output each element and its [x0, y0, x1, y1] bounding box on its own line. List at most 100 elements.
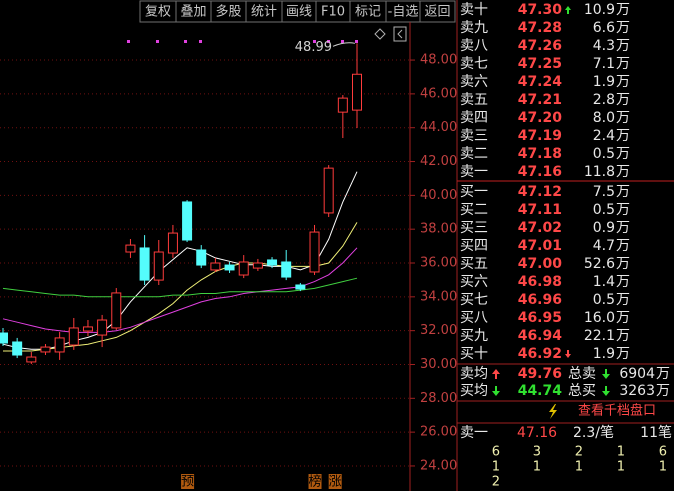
depth-link[interactable]: 查看千档盘口 [578, 403, 656, 419]
book-unit: 万 [616, 238, 630, 254]
down-arrow [492, 386, 500, 396]
book-volume: 11.8 [584, 164, 615, 180]
book-volume: 1.9 [593, 346, 615, 362]
y-tick-label: 28.00 [420, 391, 457, 406]
toolbar-label: 复权 [145, 4, 171, 20]
y-tick-label: 48.00 [420, 53, 457, 68]
book-unit: 万 [616, 128, 630, 144]
summary-total-label: 总买 [568, 383, 596, 399]
book-price: 47.24 [518, 74, 563, 90]
chart: 24.00 26.00 28.00 30.00 32.00 34.00 36.00 38.00… [0, 40, 457, 490]
summary-price: 44.74 [518, 383, 563, 399]
book-unit: 万 [616, 310, 630, 326]
book-unit: 万 [616, 56, 630, 72]
tick-label: 卖一 [460, 425, 488, 441]
marker-text: 预 [181, 475, 194, 490]
toolbar-label: 画线 [286, 5, 312, 20]
candle-body [323, 167, 334, 214]
book-price: 47.11 [518, 202, 562, 218]
marker-box [328, 474, 342, 489]
down-arrow [602, 386, 610, 396]
book-volume: 2.8 [593, 92, 615, 108]
marker-text: 涨 [329, 475, 342, 490]
book-label: 卖十 [460, 2, 488, 18]
high-label: 48.99 [295, 40, 332, 55]
book-price: 47.02 [518, 220, 562, 236]
book-price: 46.92 [518, 346, 562, 362]
summary-total: 3263 [619, 383, 655, 399]
candle-body [0, 332, 8, 344]
queue-count: 1 [492, 460, 500, 475]
tick-per-trade: 2.3/笔 [573, 425, 614, 441]
candle-body [40, 346, 51, 353]
diamond-icon[interactable] [374, 28, 386, 40]
marker-text: 榜 [309, 474, 322, 490]
book-label: 卖三 [460, 128, 488, 144]
collapse-button[interactable] [393, 26, 407, 42]
book-unit: 万 [616, 256, 630, 272]
queue-count: 1 [533, 460, 541, 475]
candle-body [26, 356, 37, 363]
book-unit: 万 [616, 146, 630, 162]
book-label: 买八 [460, 310, 488, 326]
summary-label: 买均 [460, 383, 488, 399]
queue-count: 1 [575, 460, 583, 475]
book-label: 买五 [460, 256, 488, 272]
queue-count: 6 [492, 445, 500, 460]
book-price: 46.96 [518, 292, 562, 308]
marker-box [308, 474, 322, 489]
queue-count: 2 [492, 475, 500, 490]
book-unit: 万 [616, 164, 630, 180]
book-price: 47.28 [518, 20, 562, 36]
y-tick-label: 26.00 [420, 425, 457, 440]
book-volume: 10.9 [584, 2, 615, 18]
summary-total: 6904 [619, 366, 655, 382]
down-arrow [602, 369, 610, 379]
candle-body [224, 264, 235, 271]
book-label: 卖六 [460, 74, 488, 90]
book-volume: 0.5 [593, 292, 615, 308]
toolbar-label: 统计 [251, 5, 277, 20]
candle-body [125, 244, 136, 253]
candle-body [238, 261, 249, 276]
book-unit: 万 [616, 38, 630, 54]
book-label: 买七 [460, 292, 488, 308]
toolbar-label: F10 [321, 5, 345, 20]
book-unit: 万 [616, 292, 630, 308]
y-tick-label: 30.00 [420, 357, 457, 372]
y-tick-label: 42.00 [420, 154, 457, 169]
book-label: 买十 [460, 346, 488, 362]
book-unit: 万 [616, 110, 630, 126]
book-label: 卖二 [460, 146, 488, 162]
book-label: 卖七 [460, 56, 488, 72]
book-volume: 22.1 [584, 328, 615, 344]
queue-count: 1 [617, 445, 625, 460]
book-unit: 万 [616, 184, 630, 200]
queue-count: 2 [575, 445, 583, 460]
book-unit: 万 [616, 274, 630, 290]
queue-count: 1 [659, 460, 667, 475]
book-volume: 8.0 [593, 110, 615, 126]
book-volume: 1.9 [593, 74, 615, 90]
book-price: 47.20 [518, 110, 563, 126]
toolbar-label: -自选 [388, 5, 419, 20]
book-label: 买三 [460, 220, 488, 236]
book-volume: 6.6 [593, 20, 615, 36]
candle-body [68, 327, 79, 346]
book-volume: 52.6 [584, 256, 615, 272]
book-volume: 4.7 [593, 238, 615, 254]
book-label: 买九 [460, 328, 488, 344]
tick-price: 47.16 [517, 425, 557, 441]
book-price: 46.94 [518, 328, 563, 344]
down-arrow [565, 350, 571, 358]
candle-body [97, 319, 108, 336]
y-tick-label: 36.00 [420, 256, 457, 271]
up-arrow [565, 6, 571, 14]
toolbar-button[interactable] [419, 0, 456, 23]
toolbar-label: 标记 [355, 5, 381, 20]
book-volume: 2.4 [593, 128, 615, 144]
candle-body [267, 259, 278, 266]
candle-body [295, 284, 306, 290]
y-tick-label: 32.00 [420, 323, 457, 338]
